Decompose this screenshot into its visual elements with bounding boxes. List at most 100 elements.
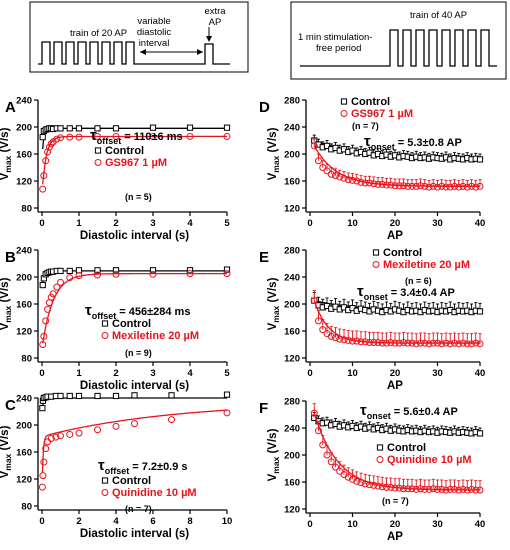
panel-c-letter: C (5, 397, 16, 414)
panel-b-x-tick-label: 2 (113, 368, 118, 379)
panel-f-series-drug-point (468, 485, 475, 493)
panel-f-series-drug-point (378, 483, 386, 491)
panel-d-series-drug-point (472, 183, 480, 191)
panel-b-x-tick-label: 0 (39, 368, 44, 379)
protocol-left-interval-label-3: interval (139, 38, 170, 49)
panel-f-legend-marker-drug (376, 456, 384, 463)
panel-b-tau-subscript: offset (92, 311, 117, 321)
panel-f-n-label: (n = 7) (382, 496, 409, 506)
panel-e-tau-value: = 3.4±0.4 AP (388, 287, 455, 299)
panel-a-series-drug-fit-line (42, 135, 227, 185)
panel-d-series-drug-point (378, 180, 386, 188)
panel-a-x-tick-label: 0 (39, 218, 44, 229)
panel-b-series-control-point (112, 267, 120, 274)
panel-b-y-tick-label: 80 (21, 354, 32, 365)
panel-f-series-drug-point (323, 451, 331, 459)
panel-c-series-drug-point (42, 445, 50, 453)
panel-e-y-tick-label: 200 (284, 300, 300, 311)
panel-e-series-drug-point (476, 340, 484, 348)
panel-d-series-drug-point (446, 183, 454, 191)
panel-b-series-drug-point (94, 271, 101, 279)
protocol-left-arrowhead-left-icon (140, 49, 146, 55)
panel-e-tau-subscript: onset (364, 292, 388, 302)
panel-d-series-drug-point (344, 176, 352, 184)
panel-c-series-drug-point (38, 483, 46, 491)
protocol-right-period-label-2: free period (316, 43, 361, 54)
panel-b-series-control-point (39, 282, 46, 289)
panel-a-x-label: Diastolic interval (s) (80, 230, 189, 242)
panel-a-series-control-point (39, 134, 46, 141)
panel-f-letter: F (259, 400, 268, 417)
panel-d-y-label: Vmax (V/s) (267, 127, 281, 180)
panel-f-series-drug-point (463, 486, 471, 494)
panel-e-x-tick-label: 30 (432, 368, 443, 379)
panel-f-y-label-sub: max (271, 456, 281, 473)
panel-e-y-label: Vmax (V/s) (267, 277, 281, 330)
panel-e-series-drug-point (327, 332, 335, 340)
panel-b-n-label: (n = 9) (125, 348, 152, 358)
panel-e: E 120 160 200 240 280 0 10 20 30 40 AP Vmax (V/s) Co… (259, 246, 485, 393)
panel-e-y-tick-label: 280 (284, 246, 300, 257)
panel-d-series-drug-point (336, 173, 344, 181)
panel-e-series-drug-point (344, 336, 352, 344)
panel-f-legend-label-drug: Quinidine 10 µM (387, 454, 472, 466)
panel-d-series-drug-point (361, 179, 369, 187)
panel-d-x-tick-label: 40 (475, 218, 486, 229)
panel-a-series-drug-point (44, 148, 52, 156)
panel-f-y-tick-label: 280 (284, 397, 300, 408)
panel-a-y-tick-label: 200 (16, 123, 32, 134)
panel-a-series-drug-point (39, 185, 47, 193)
panel-d-series-drug-point (332, 172, 339, 180)
panel-a-series-control-point (94, 125, 101, 132)
panel-e-series-drug-point (412, 340, 420, 348)
panel-b-letter: B (5, 249, 16, 266)
panel-f-x-tick-label: 10 (347, 519, 358, 530)
panel-d-series-control-point (476, 156, 484, 163)
panel-b-series-drug-point (75, 272, 83, 280)
panel-d-series-drug-point (451, 182, 458, 190)
panel-b-series-control-point (75, 267, 83, 274)
panel-a-series-drug-point (40, 172, 48, 180)
panel-a-n-label: (n = 5) (125, 192, 152, 202)
panel-d-series-drug-point (425, 183, 433, 191)
panel-c-y-label-unit: (V/s) (0, 425, 11, 453)
panel-c-series-control-point (66, 392, 73, 400)
panel-c-series-control-point (39, 405, 46, 412)
panel-a-series-drug-point (57, 134, 64, 142)
panel-e-y-tick-label: 240 (284, 273, 300, 284)
panel-c-series-drug-point (52, 433, 60, 441)
panel-d-series-drug-point (395, 182, 403, 190)
panel-c-series-drug-point (39, 472, 47, 480)
panel-d-series-drug-point (404, 182, 412, 190)
panel-d-legend-label-drug: GS967 1 µM (351, 108, 413, 120)
panel-d-x-tick-label: 0 (307, 218, 312, 229)
panel-b-tau-symbol: τ (85, 302, 92, 319)
panel-f-series-drug-point (387, 483, 395, 491)
panel-a-y-label: Vmax (V/s) (0, 127, 13, 180)
panel-d-series-drug-point (310, 142, 318, 150)
panel-d-series-drug-point (476, 182, 484, 190)
panel-e-y-tick-label: 120 (284, 354, 300, 365)
panel-b-series-drug-point (186, 270, 194, 278)
panel-e-series-drug-point (421, 339, 429, 347)
panel-a-y-label-main: V (0, 172, 11, 180)
panel-b: B 80 120 160 200 240 0 1 2 3 4 5 Diastolic interval… (0, 246, 231, 392)
panel-a-tau-value: = 110±6 ms (121, 131, 182, 143)
panel-e-legend-label-control: Control (383, 247, 422, 259)
panel-b-series-drug-point (112, 270, 120, 278)
panel-b-series-drug-point (44, 305, 52, 313)
panel-e-n-label: (n = 6) (405, 276, 432, 286)
protocol-left-interval-label-2: diastolic (137, 27, 172, 38)
panel-b-series-drug-point (42, 317, 50, 325)
panel-c-x-tick-label: 0 (39, 516, 44, 527)
panel-f-series-drug-point (476, 486, 484, 494)
panel-d-series-drug-point (429, 182, 437, 190)
panel-f-series-drug-point (438, 485, 446, 493)
panel-d-x-tick-label: 30 (432, 218, 443, 229)
panel-d-tau-symbol: τ (364, 133, 371, 150)
panel-b-x-tick-label: 5 (224, 368, 230, 379)
panel-a-y-label-sub: max (3, 155, 13, 172)
panel-f-series-drug-point (370, 481, 378, 489)
